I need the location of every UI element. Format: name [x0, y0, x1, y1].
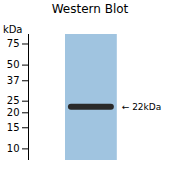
svg-text:50: 50: [7, 59, 20, 70]
svg-text:25: 25: [7, 95, 20, 106]
svg-text:15: 15: [7, 122, 20, 133]
svg-text:10: 10: [7, 143, 20, 154]
svg-text:37: 37: [7, 75, 20, 86]
svg-text:kDa: kDa: [3, 24, 23, 35]
svg-text:75: 75: [7, 38, 20, 49]
svg-text:20: 20: [7, 107, 20, 118]
html-text:Western Blot: Western Blot: [51, 2, 129, 16]
svg-text:← 22kDa: ← 22kDa: [122, 102, 162, 112]
